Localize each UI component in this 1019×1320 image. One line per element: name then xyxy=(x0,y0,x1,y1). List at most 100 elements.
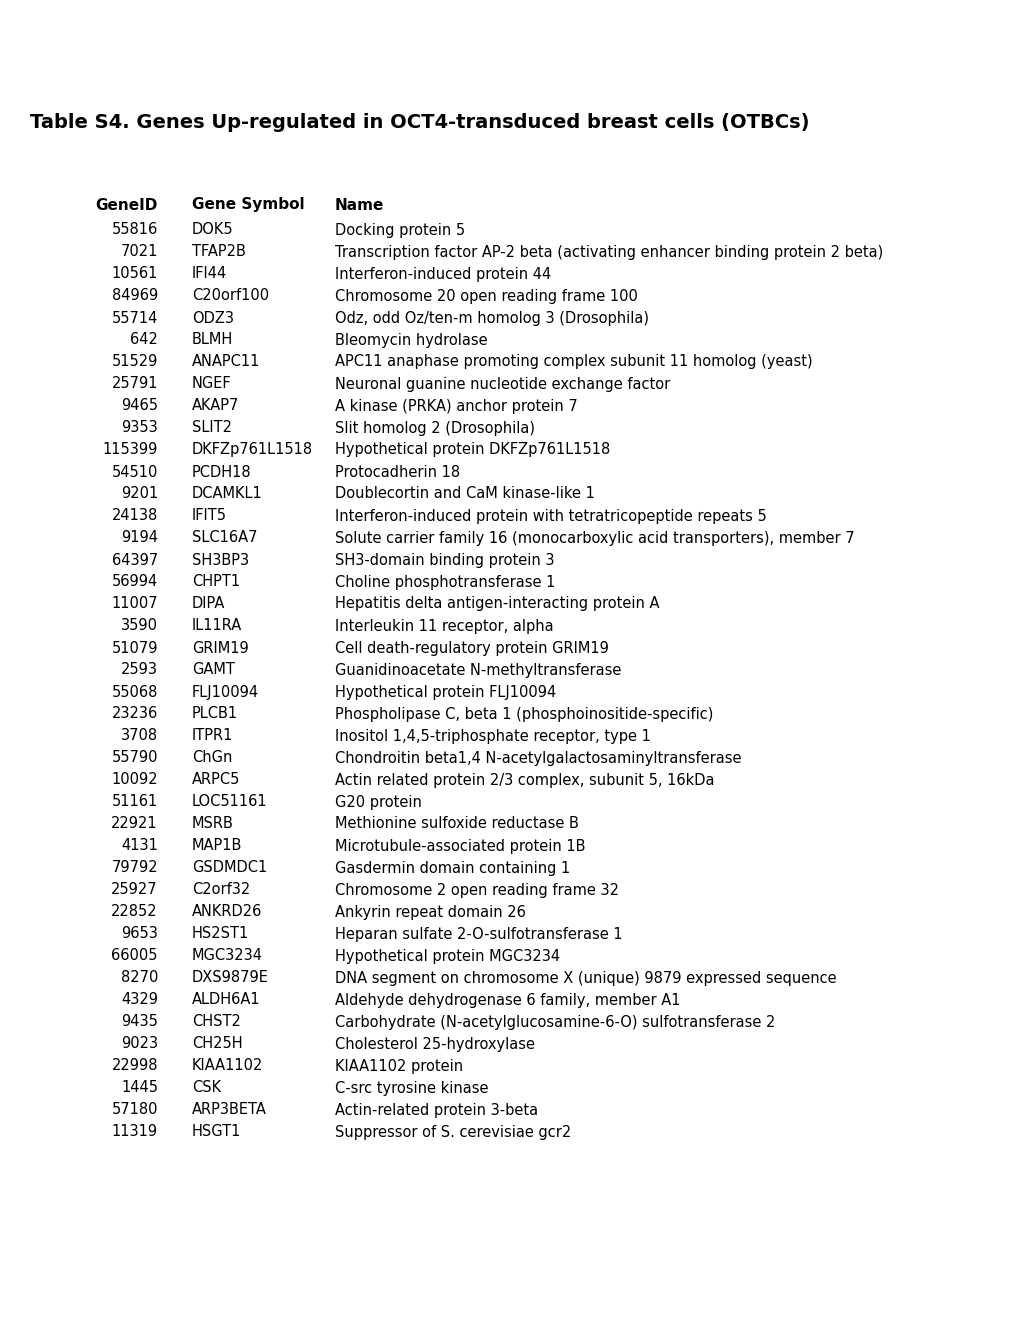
Text: CH25H: CH25H xyxy=(192,1036,243,1052)
Text: 4329: 4329 xyxy=(121,993,158,1007)
Text: DOK5: DOK5 xyxy=(192,223,233,238)
Text: LOC51161: LOC51161 xyxy=(192,795,267,809)
Text: ANAPC11: ANAPC11 xyxy=(192,355,260,370)
Text: Solute carrier family 16 (monocarboxylic acid transporters), member 7: Solute carrier family 16 (monocarboxylic… xyxy=(334,531,854,545)
Text: 7021: 7021 xyxy=(120,244,158,260)
Text: Choline phosphotransferase 1: Choline phosphotransferase 1 xyxy=(334,574,554,590)
Text: 55714: 55714 xyxy=(111,310,158,326)
Text: 3590: 3590 xyxy=(121,619,158,634)
Text: Suppressor of S. cerevisiae gcr2: Suppressor of S. cerevisiae gcr2 xyxy=(334,1125,571,1139)
Text: Interferon-induced protein with tetratricopeptide repeats 5: Interferon-induced protein with tetratri… xyxy=(334,508,766,524)
Text: HS2ST1: HS2ST1 xyxy=(192,927,249,941)
Text: IFI44: IFI44 xyxy=(192,267,227,281)
Text: SLC16A7: SLC16A7 xyxy=(192,531,257,545)
Text: 1445: 1445 xyxy=(121,1081,158,1096)
Text: 9201: 9201 xyxy=(120,487,158,502)
Text: Guanidinoacetate N-methyltransferase: Guanidinoacetate N-methyltransferase xyxy=(334,663,621,677)
Text: KIAA1102 protein: KIAA1102 protein xyxy=(334,1059,463,1073)
Text: Docking protein 5: Docking protein 5 xyxy=(334,223,465,238)
Text: ANKRD26: ANKRD26 xyxy=(192,904,262,920)
Text: CSK: CSK xyxy=(192,1081,221,1096)
Text: 22852: 22852 xyxy=(111,904,158,920)
Text: 51161: 51161 xyxy=(112,795,158,809)
Text: ARPC5: ARPC5 xyxy=(192,772,240,788)
Text: 9353: 9353 xyxy=(121,421,158,436)
Text: 10561: 10561 xyxy=(111,267,158,281)
Text: Transcription factor AP-2 beta (activating enhancer binding protein 2 beta): Transcription factor AP-2 beta (activati… xyxy=(334,244,882,260)
Text: IL11RA: IL11RA xyxy=(192,619,243,634)
Text: 642: 642 xyxy=(130,333,158,347)
Text: 79792: 79792 xyxy=(111,861,158,875)
Text: Hepatitis delta antigen-interacting protein A: Hepatitis delta antigen-interacting prot… xyxy=(334,597,659,611)
Text: DKFZp761L1518: DKFZp761L1518 xyxy=(192,442,313,458)
Text: IFIT5: IFIT5 xyxy=(192,508,227,524)
Text: 9435: 9435 xyxy=(121,1015,158,1030)
Text: Name: Name xyxy=(334,198,384,213)
Text: HSGT1: HSGT1 xyxy=(192,1125,242,1139)
Text: Protocadherin 18: Protocadherin 18 xyxy=(334,465,460,479)
Text: 51529: 51529 xyxy=(111,355,158,370)
Text: 22921: 22921 xyxy=(111,817,158,832)
Text: 84969: 84969 xyxy=(112,289,158,304)
Text: APC11 anaphase promoting complex subunit 11 homolog (yeast): APC11 anaphase promoting complex subunit… xyxy=(334,355,812,370)
Text: Hypothetical protein DKFZp761L1518: Hypothetical protein DKFZp761L1518 xyxy=(334,442,609,458)
Text: Cell death-regulatory protein GRIM19: Cell death-regulatory protein GRIM19 xyxy=(334,640,608,656)
Text: 11319: 11319 xyxy=(112,1125,158,1139)
Text: MAP1B: MAP1B xyxy=(192,838,243,854)
Text: AKAP7: AKAP7 xyxy=(192,399,239,413)
Text: 66005: 66005 xyxy=(111,949,158,964)
Text: DXS9879E: DXS9879E xyxy=(192,970,269,986)
Text: Methionine sulfoxide reductase B: Methionine sulfoxide reductase B xyxy=(334,817,579,832)
Text: 22998: 22998 xyxy=(111,1059,158,1073)
Text: GSDMDC1: GSDMDC1 xyxy=(192,861,267,875)
Text: 4131: 4131 xyxy=(121,838,158,854)
Text: BLMH: BLMH xyxy=(192,333,233,347)
Text: Actin-related protein 3-beta: Actin-related protein 3-beta xyxy=(334,1102,538,1118)
Text: FLJ10094: FLJ10094 xyxy=(192,685,259,700)
Text: TFAP2B: TFAP2B xyxy=(192,244,246,260)
Text: Chromosome 20 open reading frame 100: Chromosome 20 open reading frame 100 xyxy=(334,289,637,304)
Text: Neuronal guanine nucleotide exchange factor: Neuronal guanine nucleotide exchange fac… xyxy=(334,376,669,392)
Text: 2593: 2593 xyxy=(121,663,158,677)
Text: CHST2: CHST2 xyxy=(192,1015,240,1030)
Text: Doublecortin and CaM kinase-like 1: Doublecortin and CaM kinase-like 1 xyxy=(334,487,594,502)
Text: 9465: 9465 xyxy=(121,399,158,413)
Text: ALDH6A1: ALDH6A1 xyxy=(192,993,261,1007)
Text: 9023: 9023 xyxy=(121,1036,158,1052)
Text: NGEF: NGEF xyxy=(192,376,231,392)
Text: 9653: 9653 xyxy=(121,927,158,941)
Text: DIPA: DIPA xyxy=(192,597,225,611)
Text: 56994: 56994 xyxy=(112,574,158,590)
Text: 64397: 64397 xyxy=(112,553,158,568)
Text: 8270: 8270 xyxy=(120,970,158,986)
Text: Heparan sulfate 2-O-sulfotransferase 1: Heparan sulfate 2-O-sulfotransferase 1 xyxy=(334,927,622,941)
Text: C-src tyrosine kinase: C-src tyrosine kinase xyxy=(334,1081,488,1096)
Text: ITPR1: ITPR1 xyxy=(192,729,233,743)
Text: Odz, odd Oz/ten-m homolog 3 (Drosophila): Odz, odd Oz/ten-m homolog 3 (Drosophila) xyxy=(334,310,648,326)
Text: Gasdermin domain containing 1: Gasdermin domain containing 1 xyxy=(334,861,570,875)
Text: Ankyrin repeat domain 26: Ankyrin repeat domain 26 xyxy=(334,904,526,920)
Text: SLIT2: SLIT2 xyxy=(192,421,231,436)
Text: 23236: 23236 xyxy=(112,706,158,722)
Text: GRIM19: GRIM19 xyxy=(192,640,249,656)
Text: 55816: 55816 xyxy=(112,223,158,238)
Text: Gene Symbol: Gene Symbol xyxy=(192,198,305,213)
Text: A kinase (PRKA) anchor protein 7: A kinase (PRKA) anchor protein 7 xyxy=(334,399,577,413)
Text: 9194: 9194 xyxy=(121,531,158,545)
Text: Microtubule-associated protein 1B: Microtubule-associated protein 1B xyxy=(334,838,585,854)
Text: Table S4. Genes Up-regulated in OCT4-transduced breast cells (OTBCs): Table S4. Genes Up-regulated in OCT4-tra… xyxy=(31,112,809,132)
Text: 54510: 54510 xyxy=(111,465,158,479)
Text: ODZ3: ODZ3 xyxy=(192,310,233,326)
Text: MSRB: MSRB xyxy=(192,817,233,832)
Text: Actin related protein 2/3 complex, subunit 5, 16kDa: Actin related protein 2/3 complex, subun… xyxy=(334,772,713,788)
Text: G20 protein: G20 protein xyxy=(334,795,422,809)
Text: 11007: 11007 xyxy=(111,597,158,611)
Text: 25927: 25927 xyxy=(111,883,158,898)
Text: SH3BP3: SH3BP3 xyxy=(192,553,249,568)
Text: Carbohydrate (N-acetylglucosamine-6-O) sulfotransferase 2: Carbohydrate (N-acetylglucosamine-6-O) s… xyxy=(334,1015,774,1030)
Text: Inositol 1,4,5-triphosphate receptor, type 1: Inositol 1,4,5-triphosphate receptor, ty… xyxy=(334,729,650,743)
Text: DCAMKL1: DCAMKL1 xyxy=(192,487,263,502)
Text: 10092: 10092 xyxy=(111,772,158,788)
Text: 24138: 24138 xyxy=(112,508,158,524)
Text: Interleukin 11 receptor, alpha: Interleukin 11 receptor, alpha xyxy=(334,619,553,634)
